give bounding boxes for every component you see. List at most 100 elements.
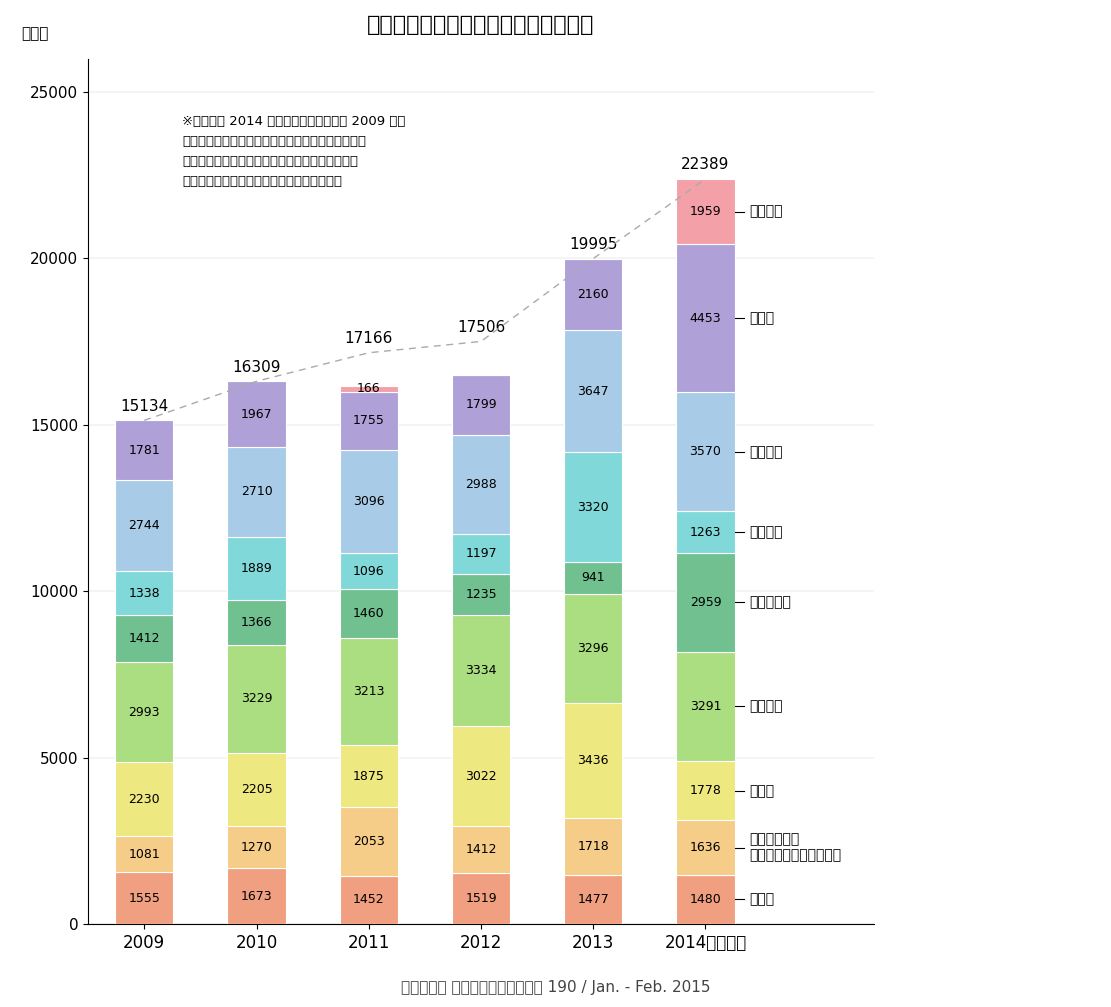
Text: 2993: 2993	[129, 706, 160, 719]
Text: （人）: （人）	[21, 26, 49, 41]
Text: 3334: 3334	[466, 664, 497, 677]
Bar	[564, 875, 622, 924]
Bar	[677, 512, 734, 553]
Text: 1235: 1235	[466, 588, 497, 601]
Text: 看護学部: 看護学部	[749, 204, 783, 219]
Text: 1452: 1452	[353, 893, 384, 906]
Bar	[452, 726, 510, 827]
Bar	[116, 615, 173, 663]
Bar	[228, 537, 286, 600]
Text: 4453: 4453	[690, 312, 721, 324]
Text: グローバル・
コミュニケーション学部: グローバル・ コミュニケーション学部	[749, 833, 841, 863]
Text: 法学部: 法学部	[749, 783, 774, 798]
Text: 1555: 1555	[129, 891, 160, 904]
Text: 1477: 1477	[578, 893, 609, 906]
Text: 1519: 1519	[466, 892, 497, 905]
Text: 1096: 1096	[353, 565, 384, 578]
Text: 2230: 2230	[129, 793, 160, 806]
Text: 1875: 1875	[353, 769, 384, 782]
Text: 1959: 1959	[690, 205, 721, 219]
Bar	[677, 179, 734, 244]
Text: 2160: 2160	[578, 288, 609, 301]
Text: 薬学部: 薬学部	[749, 311, 774, 325]
Text: 3213: 3213	[353, 685, 384, 698]
Bar	[677, 553, 734, 652]
Text: ※学部名は 2014 年度のもの。ここには 2009 年度
以降の改組によって設置された学部も含まれるが、
学部設置以前の志願者数についても、母体となっ
た学科: ※学部名は 2014 年度のもの。ここには 2009 年度 以降の改組によって設…	[182, 115, 406, 188]
Bar	[228, 645, 286, 752]
Bar	[340, 386, 398, 392]
Bar	[228, 868, 286, 924]
Text: 2710: 2710	[241, 485, 272, 498]
Text: 2988: 2988	[466, 477, 497, 490]
Text: 17506: 17506	[457, 320, 506, 334]
Text: 166: 166	[357, 383, 381, 396]
Bar	[677, 875, 734, 924]
Bar	[116, 479, 173, 571]
Text: 2205: 2205	[241, 782, 272, 796]
Text: 3647: 3647	[578, 385, 609, 398]
Bar	[228, 752, 286, 826]
Text: 2959: 2959	[690, 596, 721, 609]
Bar	[452, 534, 510, 574]
Bar	[564, 594, 622, 703]
Bar	[228, 447, 286, 537]
Bar	[228, 826, 286, 868]
Bar	[677, 393, 734, 512]
Text: 3436: 3436	[578, 754, 609, 767]
Bar	[116, 836, 173, 872]
Text: 1081: 1081	[129, 848, 160, 861]
Bar	[564, 452, 622, 562]
Bar	[564, 703, 622, 818]
Text: 3570: 3570	[690, 445, 721, 458]
Bar	[228, 600, 286, 645]
Text: 3229: 3229	[241, 693, 272, 706]
Text: 1799: 1799	[466, 398, 497, 411]
Bar	[564, 330, 622, 452]
Bar	[452, 375, 510, 435]
Text: 経済学部: 経済学部	[749, 700, 783, 713]
Text: 3022: 3022	[466, 769, 497, 782]
Bar	[452, 827, 510, 873]
Title: 図表１　過去６年間の志願者数の推移: 図表１ 過去６年間の志願者数の推移	[368, 15, 594, 35]
Text: 1967: 1967	[241, 408, 272, 421]
Text: 1673: 1673	[241, 889, 272, 902]
Text: 3296: 3296	[578, 642, 609, 655]
Text: 17166: 17166	[344, 331, 393, 346]
Bar	[452, 615, 510, 726]
Text: 15134: 15134	[120, 399, 169, 414]
Text: 3291: 3291	[690, 700, 721, 713]
Text: 3096: 3096	[353, 495, 384, 508]
Text: 1263: 1263	[690, 526, 721, 539]
Text: 22389: 22389	[681, 157, 730, 172]
Text: 1781: 1781	[129, 443, 160, 456]
Text: 人間科学部: 人間科学部	[749, 595, 791, 609]
Bar	[340, 450, 398, 553]
Bar	[677, 761, 734, 821]
Bar	[677, 652, 734, 761]
Bar	[340, 808, 398, 876]
Text: 2744: 2744	[129, 519, 160, 532]
Bar	[116, 571, 173, 615]
Bar	[452, 574, 510, 615]
Text: 1755: 1755	[353, 414, 384, 427]
Text: 1889: 1889	[241, 562, 272, 575]
Text: 3320: 3320	[578, 500, 609, 514]
Text: 941: 941	[581, 572, 605, 584]
Text: リクルート カレッジマネジメント 190 / Jan. - Feb. 2015: リクルート カレッジマネジメント 190 / Jan. - Feb. 2015	[401, 980, 710, 995]
Bar	[677, 244, 734, 393]
Text: 2053: 2053	[353, 835, 384, 848]
Bar	[116, 420, 173, 479]
Bar	[340, 392, 398, 450]
Bar	[116, 762, 173, 836]
Bar	[452, 873, 510, 924]
Text: 1412: 1412	[466, 844, 497, 857]
Bar	[116, 872, 173, 924]
Bar	[564, 259, 622, 330]
Text: 教育学部: 教育学部	[749, 445, 783, 459]
Text: 1412: 1412	[129, 632, 160, 645]
Text: 1366: 1366	[241, 616, 272, 629]
Bar	[340, 553, 398, 589]
Bar	[564, 562, 622, 594]
Text: 環境学部: 環境学部	[749, 525, 783, 539]
Bar	[340, 876, 398, 924]
